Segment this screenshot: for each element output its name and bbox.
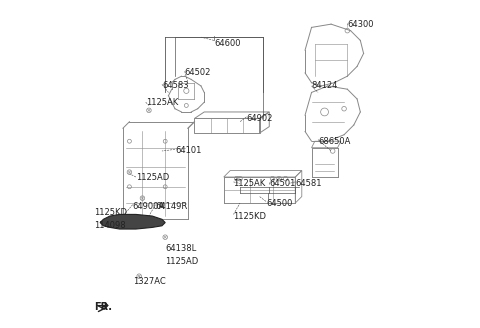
Text: 64149R: 64149R <box>156 202 188 211</box>
Text: 1125AD: 1125AD <box>136 173 169 181</box>
Text: 84124: 84124 <box>312 81 338 91</box>
Text: 64101: 64101 <box>175 147 201 155</box>
Text: 64138L: 64138L <box>165 244 196 253</box>
Text: 1125AK: 1125AK <box>146 98 178 107</box>
Polygon shape <box>100 215 165 229</box>
Text: 64500: 64500 <box>266 198 292 208</box>
Text: 64902: 64902 <box>247 114 273 123</box>
Text: 68650A: 68650A <box>318 137 350 146</box>
Text: 1125AD: 1125AD <box>165 257 198 266</box>
Text: 1125AK: 1125AK <box>233 179 266 188</box>
Text: 64600: 64600 <box>214 39 240 48</box>
Text: 64502: 64502 <box>185 69 211 77</box>
Text: 64501: 64501 <box>269 179 296 188</box>
Text: 1327AC: 1327AC <box>132 277 166 286</box>
Text: 1125KD: 1125KD <box>94 208 127 217</box>
Text: 1125KD: 1125KD <box>233 212 266 220</box>
Polygon shape <box>98 302 108 309</box>
Text: 64300: 64300 <box>348 20 374 29</box>
Text: 64583: 64583 <box>162 81 189 91</box>
Text: 114098: 114098 <box>94 221 125 230</box>
Text: 64900A: 64900A <box>132 202 165 211</box>
Text: FR.: FR. <box>94 302 112 312</box>
Text: 64581: 64581 <box>295 179 322 188</box>
